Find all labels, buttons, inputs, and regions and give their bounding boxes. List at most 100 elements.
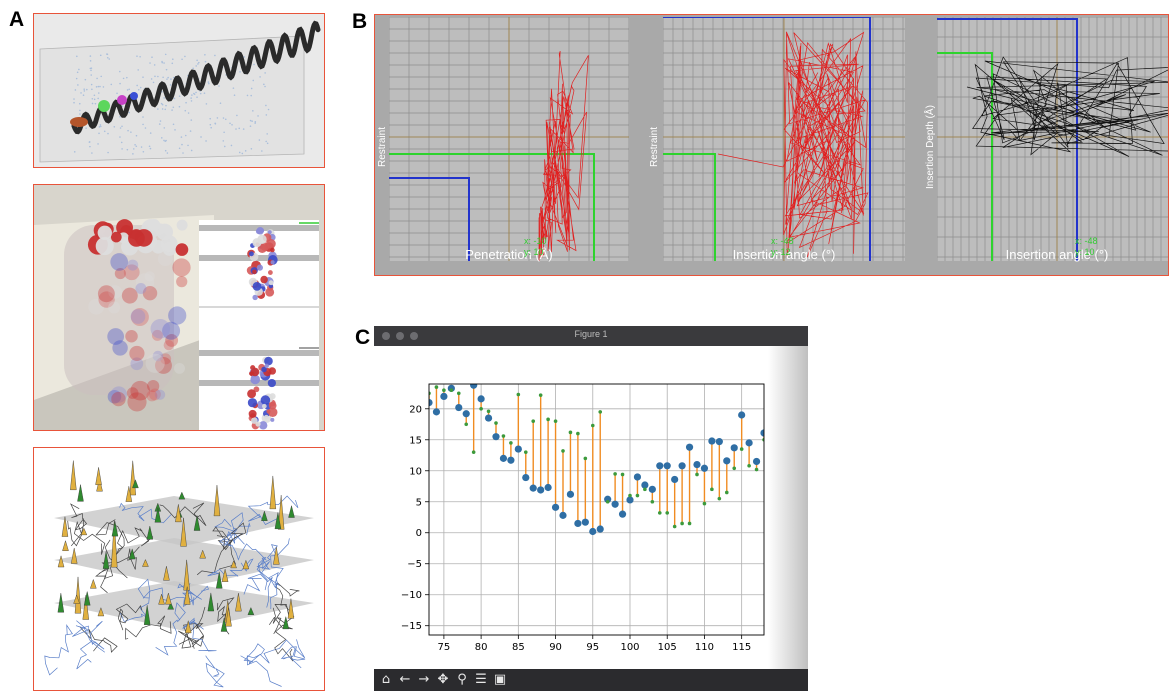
data-point — [596, 525, 604, 533]
readout-x: x: -48 — [1075, 236, 1098, 246]
data-point — [484, 414, 493, 422]
helix-render-graphic — [39, 20, 321, 163]
data-point — [663, 462, 671, 470]
membrane-landscape-render — [33, 447, 325, 691]
x-tick-label: 110 — [695, 642, 714, 653]
zoom-icon[interactable]: ⚲ — [457, 672, 467, 687]
protein-surface-graphic — [34, 215, 319, 430]
data-point-small — [561, 449, 565, 453]
data-point — [656, 462, 664, 470]
data-point — [462, 410, 470, 418]
data-point — [551, 503, 560, 511]
panel-label-c: C — [355, 326, 371, 349]
data-point — [700, 464, 709, 472]
data-point — [566, 490, 575, 498]
data-point-small — [687, 521, 692, 526]
data-point — [529, 484, 537, 492]
home-icon[interactable]: ⌂ — [381, 672, 391, 687]
window-titlebar[interactable]: Figure 1 — [374, 326, 808, 346]
data-point-small — [553, 419, 558, 423]
data-point-small — [583, 456, 588, 461]
window-edge-shadow — [768, 346, 808, 669]
pan-icon[interactable]: ✥ — [437, 672, 449, 687]
data-point-small — [456, 391, 461, 396]
data-point — [693, 460, 701, 469]
data-point — [685, 443, 694, 451]
y-tick-label: 20 — [409, 404, 422, 415]
data-point — [752, 457, 761, 466]
zoom-window-button[interactable] — [410, 332, 418, 340]
y-axis-label: Restraint — [377, 126, 388, 167]
back-icon[interactable]: ← — [399, 672, 411, 687]
x-tick-label: 90 — [549, 642, 562, 653]
minimize-window-button[interactable] — [396, 332, 404, 340]
y-tick-label: 5 — [416, 497, 422, 508]
y-tick-label: −15 — [401, 621, 422, 632]
data-point — [738, 411, 746, 419]
data-point — [760, 429, 764, 437]
forward-icon[interactable]: → — [418, 672, 430, 687]
y-tick-label: −10 — [401, 590, 422, 601]
data-point — [604, 495, 612, 503]
x-tick-label: 85 — [512, 642, 525, 653]
readout-x: x: -48 — [771, 236, 794, 246]
helix-membrane-render — [33, 13, 325, 168]
membrane-landscape-graphic — [44, 460, 314, 688]
data-point — [447, 384, 455, 392]
data-point-small — [672, 524, 677, 529]
insertion-angle-plot — [663, 17, 905, 261]
data-point — [723, 457, 731, 465]
configure-icon[interactable]: ☰ — [475, 672, 487, 687]
data-point-small — [613, 472, 617, 476]
figure-toolbar: ⌂ ← → ✥ ⚲ ☰ ▣ — [374, 669, 808, 691]
data-point-small — [509, 441, 513, 445]
data-point — [574, 519, 582, 528]
data-point-small — [486, 409, 491, 414]
data-point-small — [538, 393, 543, 397]
data-point-small — [605, 499, 610, 504]
data-point-small — [501, 434, 506, 438]
data-point-small — [643, 487, 647, 492]
protein-surface-render — [33, 184, 325, 431]
x-tick-label: 75 — [438, 642, 451, 653]
x-tick-label: 80 — [475, 642, 488, 653]
x-tick-label: 115 — [732, 642, 751, 653]
readout-y: y: 10 — [1075, 247, 1095, 257]
penetration-plot — [389, 17, 629, 261]
plot-frame — [428, 383, 765, 636]
data-point — [429, 398, 433, 407]
subplot-insertion-angle: Restraint Insertion angle (°) x: -48 y: … — [649, 17, 905, 262]
data-point-small — [479, 406, 483, 411]
data-point-small — [710, 487, 714, 492]
data-point-small — [739, 447, 744, 451]
data-point — [730, 444, 738, 452]
x-tick-label: 95 — [586, 642, 599, 653]
y-tick-label: 10 — [409, 466, 422, 477]
insertion-depth-plot — [937, 17, 1168, 261]
data-point-small — [590, 423, 595, 428]
readout-y: y: 10 — [524, 247, 544, 257]
save-icon[interactable]: ▣ — [493, 672, 507, 687]
readout-y: y: 12 — [771, 247, 791, 257]
close-window-button[interactable] — [382, 332, 390, 340]
data-point-small — [598, 410, 603, 414]
data-point — [522, 473, 530, 482]
subplot-insertion-depth: Insertion Depth (Å) Insertion angle (°) … — [925, 17, 1168, 262]
data-point-small — [523, 450, 528, 454]
data-point — [678, 462, 686, 470]
data-point — [559, 511, 567, 519]
data-point — [648, 485, 656, 493]
readout-x: x: -10 — [524, 236, 547, 246]
data-point-small — [620, 472, 625, 477]
x-tick-label: 105 — [658, 642, 677, 653]
y-axis-label: Insertion Depth (Å) — [925, 105, 936, 189]
subplot-penetration: Restraint Penetration (Å) x: -10 y: 10 — [377, 17, 629, 262]
data-point — [477, 395, 485, 403]
data-point-small — [680, 521, 684, 526]
data-point-small — [732, 466, 737, 471]
data-point-small — [628, 493, 632, 498]
data-point-small — [471, 450, 476, 454]
x-axis-label: Insertion angle (°) — [1005, 247, 1109, 262]
data-point-small — [665, 511, 670, 515]
